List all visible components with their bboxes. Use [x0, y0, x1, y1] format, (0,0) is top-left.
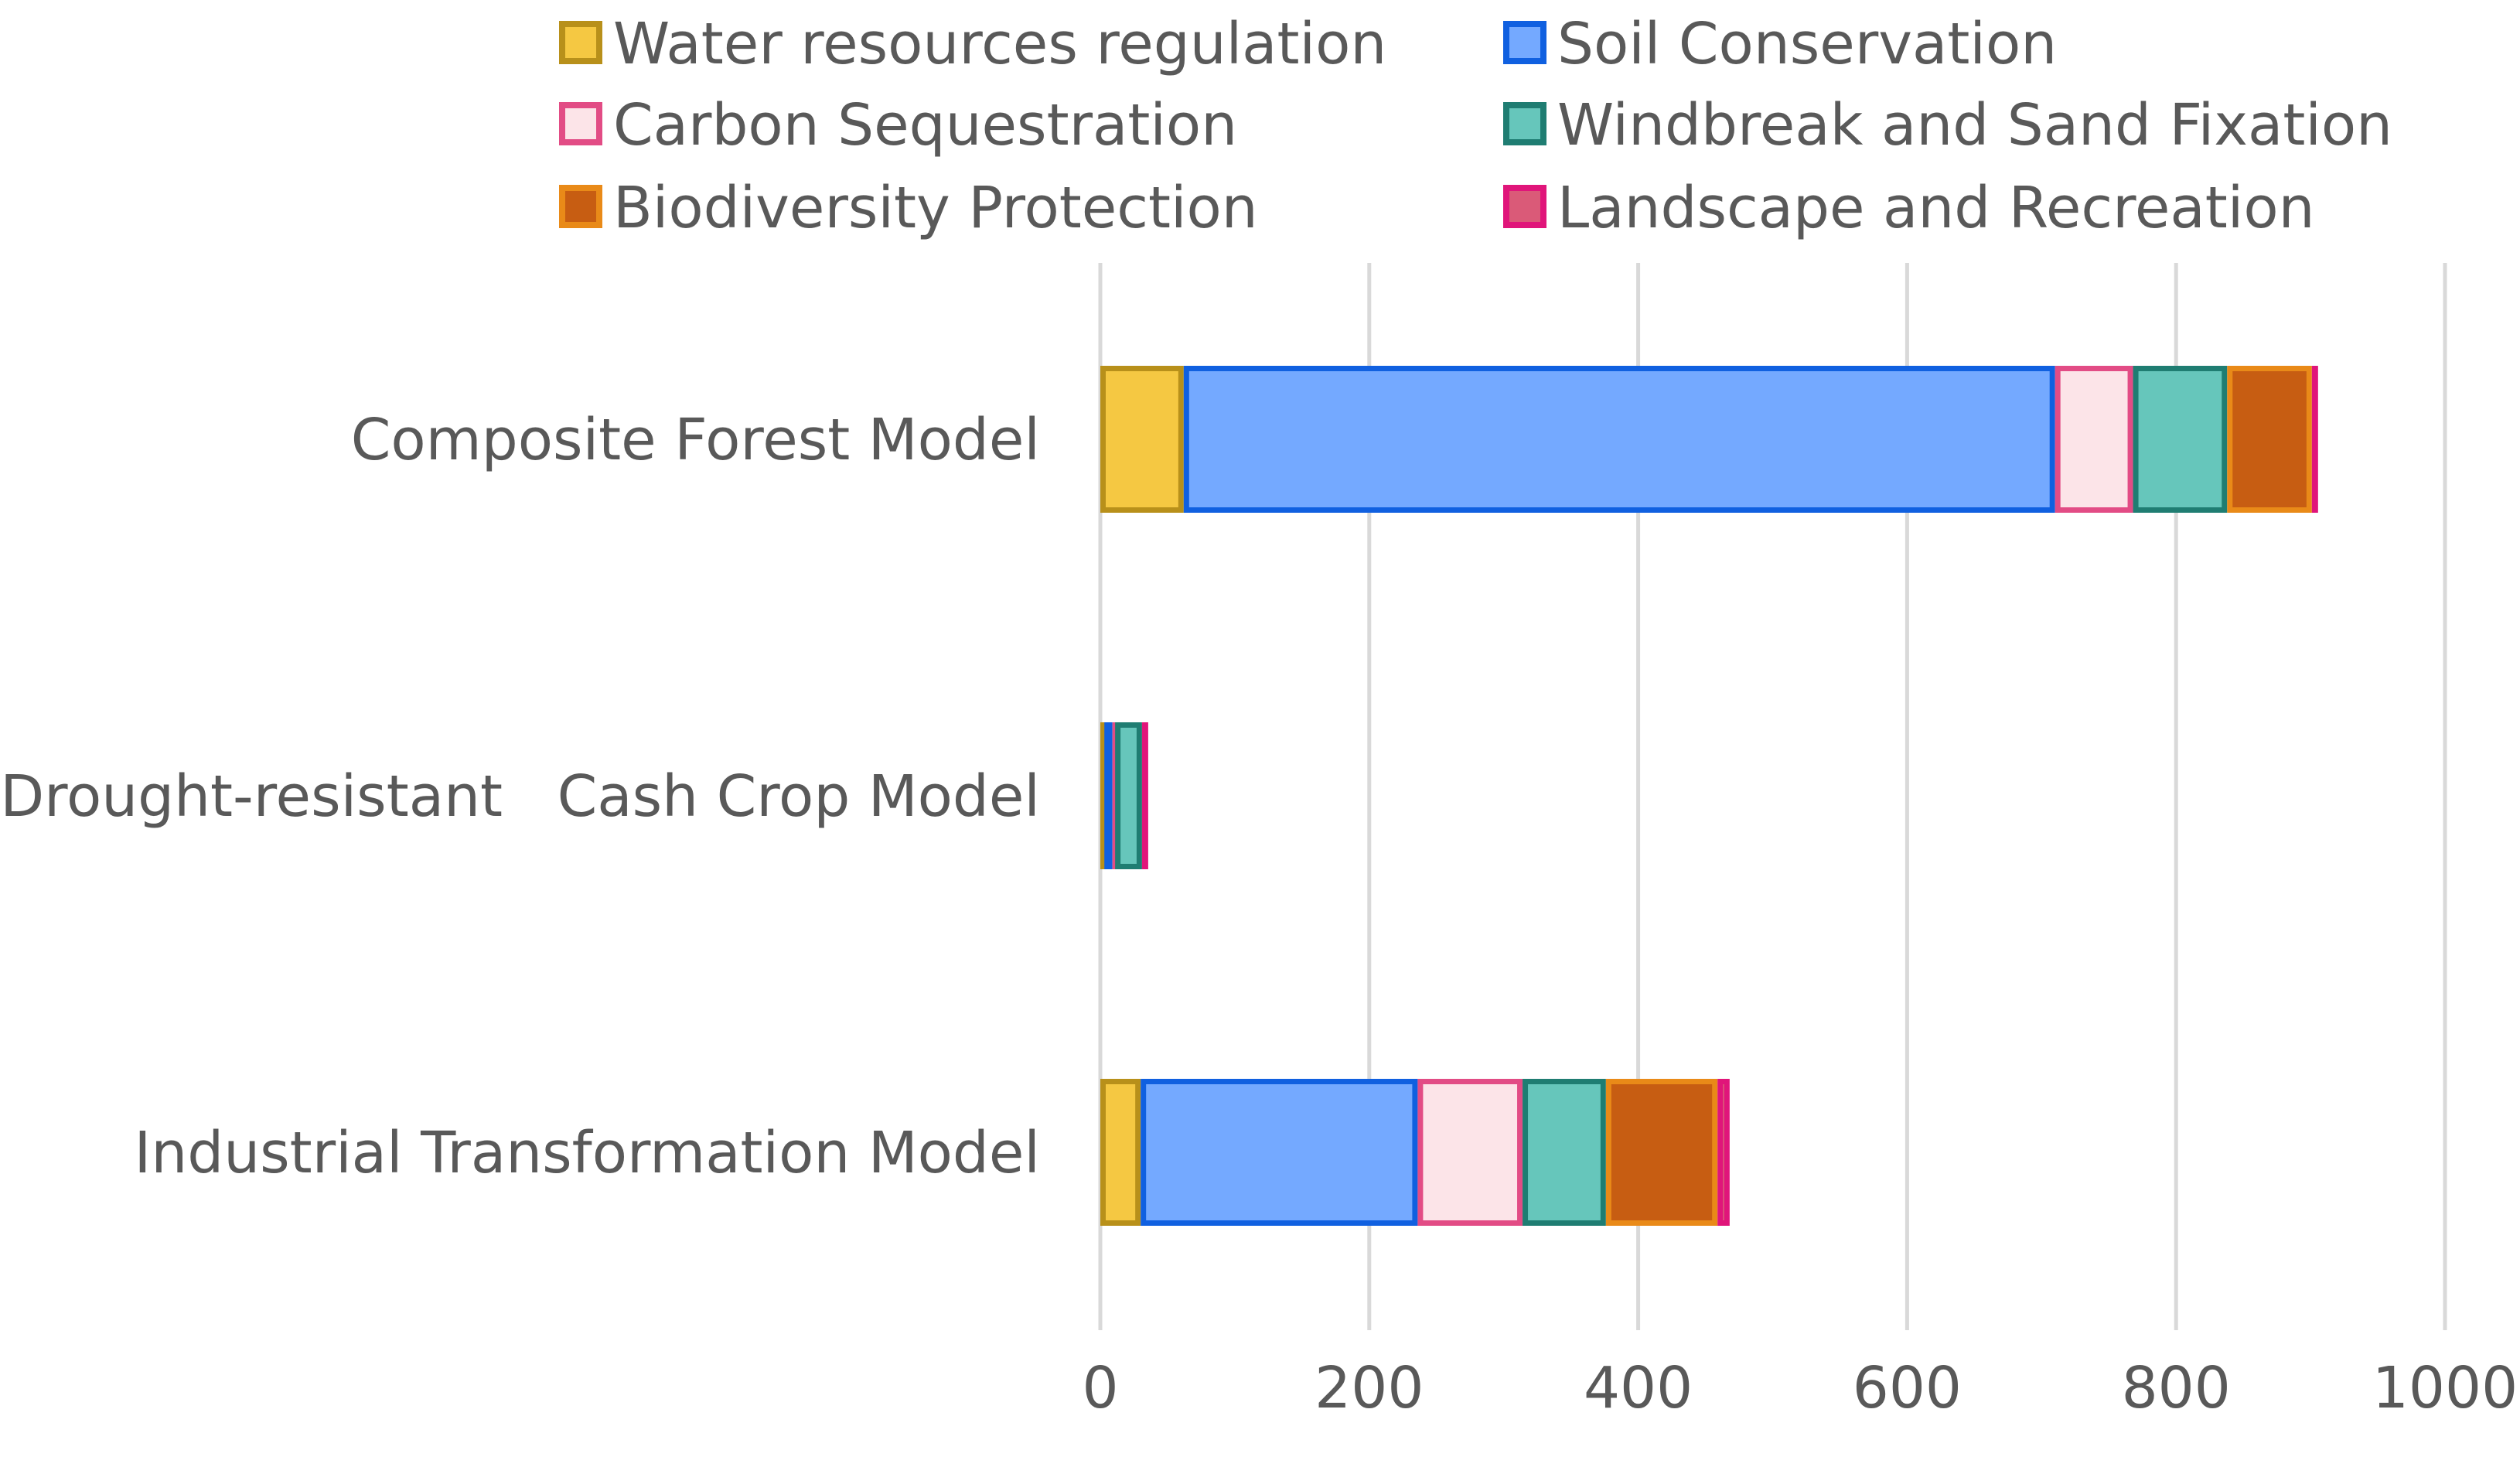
- bar-segment-1-3: [1115, 722, 1142, 869]
- x-tick-label-600: 600: [1853, 1355, 1962, 1421]
- legend-swatch-1: [1503, 21, 1546, 64]
- x-tick-label-1000: 1000: [2372, 1355, 2518, 1421]
- bar-segment-0-2: [2055, 366, 2133, 513]
- bar-segment-0-3: [2133, 366, 2228, 513]
- bar-segment-1-1: [1104, 722, 1113, 869]
- legend-swatch-5: [1503, 185, 1546, 228]
- legend-swatch-4: [559, 185, 602, 228]
- category-label-2: Industrial Transformation Model: [135, 1120, 1040, 1186]
- bars: [1100, 366, 2318, 1226]
- bar-segment-1-5: [1141, 722, 1148, 869]
- bar-segment-0-5: [2311, 366, 2318, 513]
- legend-label-5: Landscape and Recreation: [1557, 175, 2315, 241]
- x-tick-label-0: 0: [1082, 1355, 1118, 1421]
- x-tick-label-400: 400: [1584, 1355, 1693, 1421]
- bar-segment-1-0: [1100, 722, 1107, 869]
- x-tick-label-200: 200: [1315, 1355, 1424, 1421]
- legend-label-4: Biodiversity Protection: [613, 175, 1258, 241]
- bar-segment-2-0: [1100, 1079, 1141, 1226]
- x-axis-tick-labels: 0 200 400 600 800 1000: [1082, 1355, 2518, 1421]
- category-label-1: Drought-resistant Cash Crop Model: [0, 763, 1040, 830]
- legend: Water resources regulation Soil Conservat…: [559, 11, 2392, 241]
- legend-swatch-2: [559, 102, 602, 145]
- legend-label-2: Carbon Sequestration: [613, 92, 1237, 159]
- bar-segment-2-3: [1523, 1079, 1606, 1226]
- bar-segment-2-5: [1717, 1079, 1730, 1226]
- legend-swatch-0: [559, 21, 602, 64]
- bar-segment-0-1: [1183, 366, 2055, 513]
- category-labels: Composite Forest Model Drought-resistant …: [0, 407, 1040, 1186]
- bar-segment-2-4: [1605, 1079, 1718, 1226]
- legend-label-3: Windbreak and Sand Fixation: [1557, 92, 2392, 159]
- bar-segment-2-1: [1141, 1079, 1418, 1226]
- bar-segment-2-2: [1417, 1079, 1523, 1226]
- bar-segment-0-0: [1100, 366, 1184, 513]
- legend-label-0: Water resources regulation: [613, 11, 1386, 77]
- legend-swatch-3: [1503, 102, 1546, 145]
- x-tick-label-800: 800: [2122, 1355, 2231, 1421]
- category-label-0: Composite Forest Model: [351, 407, 1040, 473]
- bar-segment-0-4: [2227, 366, 2312, 513]
- legend-label-1: Soil Conservation: [1557, 11, 2057, 77]
